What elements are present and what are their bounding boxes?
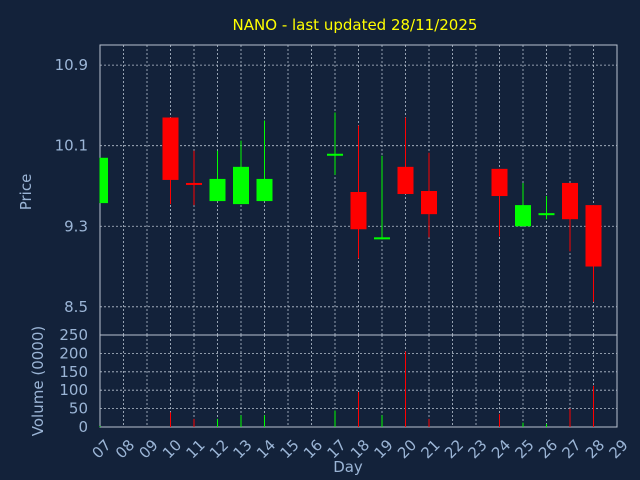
candle-11: [186, 150, 202, 206]
candle-body: [585, 205, 602, 267]
candle-body: [256, 178, 273, 202]
x-tick-label: 08: [112, 436, 138, 462]
x-tick-label: 28: [582, 436, 608, 462]
candle-body: [209, 178, 226, 202]
volume-tick-label: 250: [59, 326, 88, 344]
volume-tick-label: 200: [59, 344, 88, 362]
x-tick-label: 22: [441, 436, 467, 462]
candle-14: [256, 120, 273, 202]
candle-21: [421, 152, 437, 238]
x-tick-label: 19: [371, 436, 397, 462]
price-axis-label: Price: [17, 174, 35, 211]
price-panel: 8.5 9.3 10.1 10.9: [55, 44, 618, 336]
x-tick-label: 21: [418, 436, 444, 462]
candle-body: [374, 237, 390, 240]
chart-title: NANO - last updated 28/11/2025: [233, 16, 478, 34]
x-tick-label: 20: [394, 436, 420, 462]
x-tick-label: 10: [159, 436, 185, 462]
candle-18: [350, 125, 367, 259]
x-tick-label: 09: [136, 436, 162, 462]
x-tick-label: 27: [559, 436, 585, 462]
x-axis-label: Day: [333, 458, 363, 476]
candle-body: [186, 182, 202, 185]
candle-body: [397, 166, 414, 195]
x-tick-label: 26: [535, 436, 561, 462]
candle-07: [99, 157, 108, 204]
volume-tick-label: 50: [69, 400, 88, 418]
candle-26: [538, 196, 555, 220]
candle-25: [515, 182, 531, 227]
candle-12: [209, 150, 226, 202]
candle-body: [562, 182, 578, 220]
x-tick-label: 13: [230, 436, 256, 462]
price-tick-label: 10.9: [55, 56, 88, 74]
candle-body: [350, 192, 367, 230]
candle-28: [585, 205, 602, 302]
x-tick-label: 23: [465, 436, 491, 462]
candle-27: [562, 182, 578, 252]
candle-20: [397, 117, 414, 195]
candle-body: [162, 117, 179, 180]
candle-10: [162, 117, 179, 205]
x-tick-label: 11: [183, 436, 209, 462]
candle-body: [100, 157, 108, 204]
x-tick-label: 14: [253, 436, 279, 462]
price-tick-label: 8.5: [64, 298, 88, 316]
candle-24: [491, 168, 508, 237]
volume-tick-label: 150: [59, 363, 88, 381]
volume-tick-label: 0: [78, 418, 88, 436]
x-tick-label: 12: [206, 436, 232, 462]
price-tick-label: 10.1: [55, 137, 88, 155]
volume-tick-label: 100: [59, 381, 88, 399]
volume-axis-label: Volume (0000): [29, 326, 47, 436]
candle-body: [327, 153, 343, 156]
candle-17: [327, 112, 343, 175]
candle-13: [233, 140, 249, 205]
x-tick-label: 07: [89, 436, 115, 462]
candle-body: [515, 205, 531, 227]
x-tick-label: 25: [512, 436, 538, 462]
candle-body: [491, 168, 508, 197]
candle-body: [233, 166, 249, 205]
candle-19: [374, 155, 390, 240]
x-tick-label: 16: [300, 436, 326, 462]
candle-body: [421, 191, 437, 215]
price-tick-label: 9.3: [64, 217, 88, 235]
x-tick-label: 15: [277, 436, 303, 462]
candle-body: [538, 213, 555, 216]
x-tick-label: 29: [606, 436, 632, 462]
x-tick-label: 24: [488, 436, 514, 462]
